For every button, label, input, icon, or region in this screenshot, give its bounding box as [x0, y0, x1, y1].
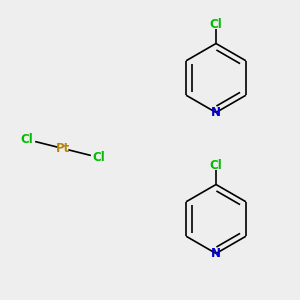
Text: Cl: Cl: [210, 159, 222, 172]
Text: Cl: Cl: [210, 18, 222, 32]
Text: N: N: [211, 247, 221, 260]
Text: N: N: [211, 106, 221, 119]
Text: Cl: Cl: [21, 133, 33, 146]
Text: Pt: Pt: [56, 142, 70, 155]
Text: Cl: Cl: [93, 151, 105, 164]
